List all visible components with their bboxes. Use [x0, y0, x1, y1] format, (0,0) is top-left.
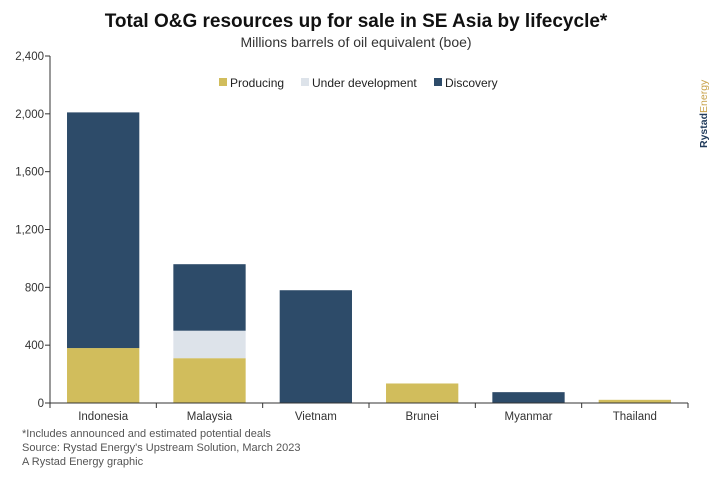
- legend-label-discovery: Discovery: [445, 76, 498, 90]
- y-axis: 0 400 800 1,200 1,600 2,000 2,400: [15, 51, 51, 410]
- bars: [67, 112, 671, 403]
- bar-vietnam-discovery: [279, 290, 352, 403]
- footnote-includes: *Includes announced and estimated potent…: [22, 428, 271, 440]
- chart-title: Total O&G resources up for sale in SE As…: [105, 11, 608, 32]
- bar-malaysia-producing: [173, 358, 246, 403]
- legend-label-under-development: Under development: [312, 76, 417, 90]
- legend-swatch-discovery: [434, 78, 442, 86]
- y-tick-label: 1,200: [15, 225, 44, 237]
- x-tick-label: Malaysia: [187, 411, 233, 423]
- y-tick-label: 0: [38, 398, 44, 410]
- brand-part1: Rystad: [698, 113, 710, 148]
- bar-thailand-producing: [598, 399, 671, 403]
- y-tick-label: 800: [25, 282, 44, 294]
- legend-label-producing: Producing: [230, 76, 284, 90]
- x-tick-label: Brunei: [406, 411, 439, 423]
- bar-malaysia-discovery: [173, 264, 246, 331]
- legend-swatch-producing: [219, 78, 227, 86]
- x-axis: Indonesia Malaysia Vietnam Brunei Myanmar Tha…: [49, 402, 689, 423]
- x-tick-label: Indonesia: [78, 411, 128, 423]
- y-tick-label: 400: [25, 340, 44, 352]
- bar-indonesia-producing: [67, 348, 140, 403]
- x-tick-label: Myanmar: [505, 411, 553, 423]
- chart-subtitle: Millions barrels of oil equivalent (boe): [240, 34, 471, 50]
- bar-brunei-producing: [386, 383, 459, 403]
- footnote-source: Source: Rystad Energy's Upstream Solutio…: [22, 442, 300, 454]
- x-tick-label: Vietnam: [295, 411, 337, 423]
- legend: Producing Under development Discovery: [219, 76, 498, 90]
- footnote-credit: A Rystad Energy graphic: [22, 456, 144, 468]
- x-tick-label: Thailand: [613, 411, 657, 423]
- bar-myanmar-discovery: [492, 392, 565, 403]
- y-tick-label: 1,600: [15, 167, 44, 179]
- legend-swatch-under-development: [301, 78, 309, 86]
- bar-malaysia-under-development: [173, 330, 246, 359]
- brand-logo: RystadEnergy: [698, 79, 710, 148]
- bar-indonesia-discovery: [67, 112, 140, 349]
- y-tick-label: 2,400: [15, 51, 44, 63]
- y-tick-label: 2,000: [15, 109, 44, 121]
- brand-part2: Energy: [698, 79, 710, 113]
